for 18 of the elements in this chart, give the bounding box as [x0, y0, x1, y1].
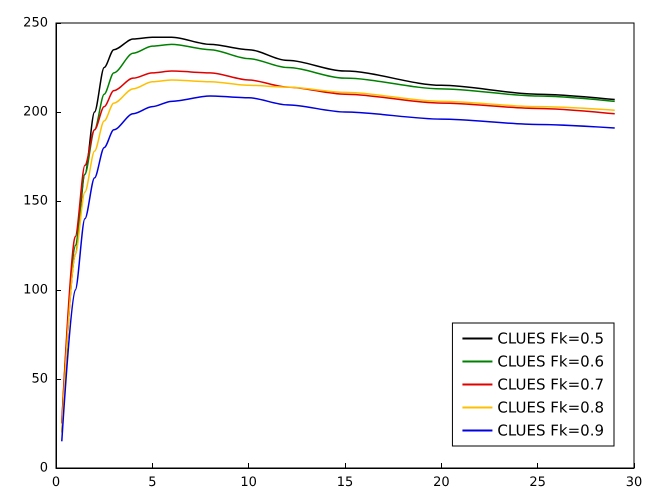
y-tick-label: 200 — [23, 104, 48, 120]
x-tick-label: 10 — [240, 475, 257, 490]
x-tick-label: 0 — [52, 475, 60, 490]
legend-label: CLUES Fk=0.6 — [497, 352, 604, 370]
x-tick-label: 30 — [626, 475, 642, 490]
y-tick-label: 150 — [23, 194, 48, 208]
legend-label: CLUES Fk=0.5 — [497, 330, 604, 348]
legend-label: CLUES Fk=0.7 — [497, 376, 604, 394]
y-tick-label: 250 — [23, 16, 48, 30]
legend-label: CLUES Fk=0.9 — [497, 422, 604, 440]
y-tick-label: 0 — [40, 460, 48, 476]
legend-label: CLUES Fk=0.8 — [497, 398, 604, 416]
x-tick-label: 5 — [148, 475, 156, 490]
y-tick-label: 50 — [31, 372, 48, 386]
x-tick-label: 25 — [529, 475, 546, 490]
x-tick-label: 15 — [336, 475, 354, 490]
y-tick-label: 100 — [23, 282, 48, 298]
x-tick-label: 20 — [433, 475, 450, 490]
